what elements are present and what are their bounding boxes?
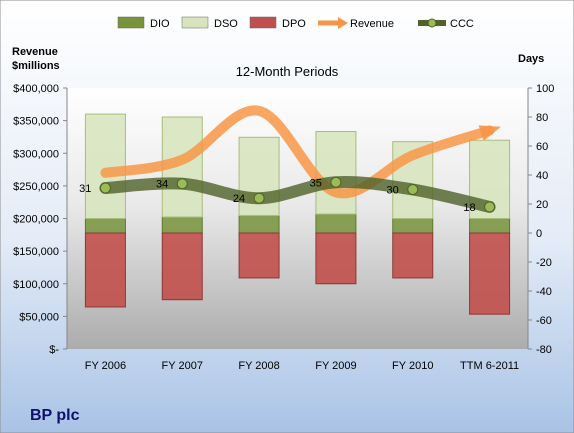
left-axis-title: Revenue $millions bbox=[12, 46, 61, 72]
ccc-marker bbox=[99, 182, 111, 194]
right-tick-label: -60 bbox=[536, 315, 552, 327]
ccc-marker bbox=[330, 176, 342, 188]
right-tick-label: 60 bbox=[536, 141, 548, 153]
bar-dpo bbox=[84, 232, 126, 308]
left-tick-label: $150,000 bbox=[13, 246, 59, 258]
left-tick-label: $200,000 bbox=[13, 214, 59, 226]
right-axis: -80 -60 -40 -20 0 20 40 60 80 100 bbox=[527, 83, 554, 356]
left-tick-label: $250,000 bbox=[13, 181, 59, 193]
legend-label: DSO bbox=[214, 18, 238, 30]
bar-dio bbox=[238, 215, 280, 234]
bar-dio bbox=[161, 216, 203, 234]
ccc-data-label: 24 bbox=[233, 193, 245, 205]
bar-dpo bbox=[392, 232, 434, 279]
legend-label: CCC bbox=[450, 18, 474, 30]
bar-dso bbox=[315, 131, 357, 215]
category-label: FY 2007 bbox=[162, 360, 203, 372]
ccc-data-label: 31 bbox=[79, 183, 91, 195]
bar-dio bbox=[84, 218, 126, 234]
category-label: FY 2010 bbox=[392, 360, 433, 372]
category-label: FY 2006 bbox=[85, 360, 126, 372]
ccc-marker bbox=[176, 178, 188, 190]
bar-dio bbox=[469, 218, 511, 234]
left-tick-label: $350,000 bbox=[13, 116, 59, 128]
category-label: FY 2008 bbox=[238, 360, 279, 372]
ccc-data-label: 35 bbox=[310, 177, 322, 189]
legend-swatch-dio bbox=[117, 16, 145, 29]
left-tick-label: $100,000 bbox=[13, 279, 59, 291]
right-axis-title: Days bbox=[518, 53, 544, 65]
legend-arrow bbox=[338, 17, 348, 29]
bar-dpo bbox=[315, 232, 357, 285]
ccc-marker bbox=[484, 201, 496, 213]
bar-dpo bbox=[161, 232, 203, 301]
left-axis: $- $50,000 $100,000 $150,000 $200,000 $250,00… bbox=[13, 83, 68, 356]
revenue-arrow-head bbox=[478, 125, 502, 141]
bar-dio bbox=[315, 213, 357, 234]
bar-dio bbox=[392, 218, 434, 234]
ccc-data-label: 18 bbox=[463, 202, 475, 214]
left-tick-label: $300,000 bbox=[13, 148, 59, 160]
right-tick-label: -40 bbox=[536, 286, 552, 298]
right-tick-label: -20 bbox=[536, 257, 552, 269]
plot-area bbox=[67, 88, 528, 349]
chart-title: 12-Month Periods bbox=[236, 64, 339, 79]
right-tick-label: 40 bbox=[536, 170, 548, 182]
legend-swatch-dso bbox=[181, 16, 209, 29]
left-tick-label: $- bbox=[49, 344, 59, 356]
legend-label: DPO bbox=[282, 18, 306, 30]
ccc-marker bbox=[253, 192, 265, 204]
legend: DIO DSO DPO Revenue CCC bbox=[117, 16, 474, 30]
right-tick-label: 80 bbox=[536, 112, 548, 124]
legend-swatch-dpo bbox=[249, 16, 277, 29]
ccc-data-label: 34 bbox=[156, 179, 168, 191]
lines: 31 34 24 35 30 18 bbox=[79, 105, 502, 214]
right-tick-label: 100 bbox=[536, 83, 554, 95]
ccc-marker bbox=[407, 184, 419, 195]
legend-marker bbox=[427, 18, 437, 28]
right-tick-label: 20 bbox=[536, 199, 548, 211]
ccc-line bbox=[99, 175, 496, 213]
category-labels: FY 2006 FY 2007 FY 2008 FY 2009 FY 2010 TTM 6… bbox=[85, 360, 519, 372]
ccc-data-label: 30 bbox=[387, 185, 399, 197]
right-tick-label: -80 bbox=[536, 344, 552, 356]
category-label: TTM 6-2011 bbox=[460, 360, 519, 372]
company-label: BP plc bbox=[30, 407, 80, 424]
bar-dso bbox=[84, 113, 126, 219]
left-tick-label: $400,000 bbox=[13, 83, 59, 95]
revenue-line bbox=[100, 105, 495, 199]
bar-dpo bbox=[469, 232, 511, 315]
left-tick-label: $50,000 bbox=[19, 311, 59, 323]
right-tick-label: 0 bbox=[536, 228, 542, 240]
bar-dpo bbox=[238, 232, 280, 279]
category-label: FY 2009 bbox=[315, 360, 356, 372]
legend-label: Revenue bbox=[350, 18, 394, 30]
legend-label: DIO bbox=[150, 18, 170, 30]
